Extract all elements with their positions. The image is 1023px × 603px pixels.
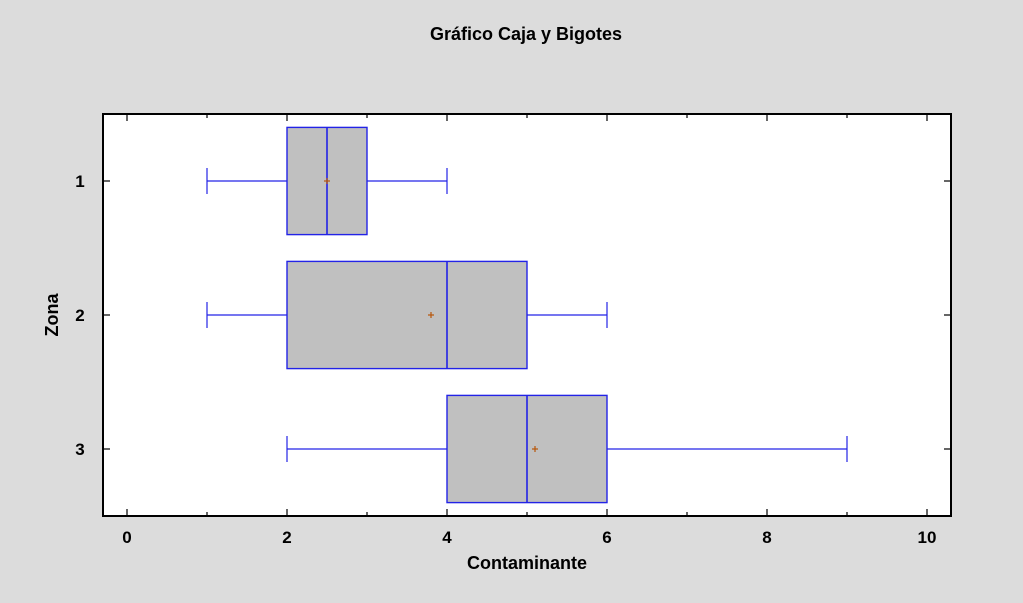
- y-tick-label: 1: [75, 172, 84, 191]
- box-zona-3: [286, 394, 848, 504]
- x-tick-label: 2: [282, 528, 291, 547]
- chart-title: Gráfico Caja y Bigotes: [430, 24, 622, 44]
- x-axis-label: Contaminante: [467, 553, 587, 573]
- x-tick-label: 8: [762, 528, 771, 547]
- mean-marker: [428, 312, 434, 318]
- y-tick-label: 2: [75, 306, 84, 325]
- box-zona-1: [206, 126, 448, 236]
- box-iqr: [286, 260, 528, 370]
- x-axis-ticks: 0 2 4 6 8 10: [122, 114, 936, 547]
- x-tick-label: 4: [442, 528, 452, 547]
- y-tick-label: 3: [75, 440, 84, 459]
- x-tick-label: 0: [122, 528, 131, 547]
- box-marks: [206, 126, 848, 504]
- mean-marker: [324, 178, 330, 184]
- x-tick-label: 10: [918, 528, 937, 547]
- y-axis-label: Zona: [42, 293, 62, 337]
- box-zona-2: [206, 260, 608, 370]
- x-tick-label: 6: [602, 528, 611, 547]
- y-axis-ticks: 1 2 3: [75, 172, 951, 459]
- mean-marker: [532, 446, 538, 452]
